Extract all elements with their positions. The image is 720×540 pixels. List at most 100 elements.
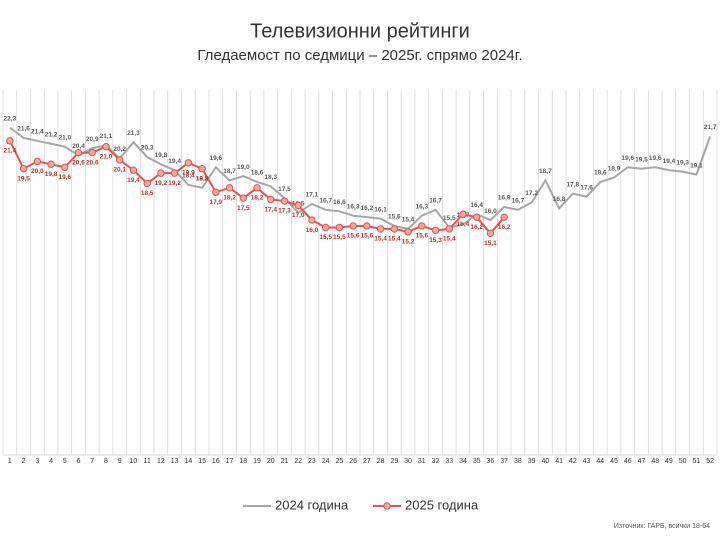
data-label: 19,8 xyxy=(155,152,168,159)
data-point xyxy=(418,222,426,230)
data-label: 15,1 xyxy=(484,240,497,247)
data-label: 17,5 xyxy=(278,186,291,193)
data-label: 17,3 xyxy=(278,208,291,215)
data-label: 17,8 xyxy=(566,181,579,188)
x-tick-label: 10 xyxy=(130,458,138,465)
data-label: 21,1 xyxy=(100,133,113,140)
data-label: 15,6 xyxy=(388,214,401,221)
x-tick-label: 35 xyxy=(473,458,481,465)
data-label: 21,4 xyxy=(4,148,17,155)
data-label: 21,2 xyxy=(45,131,58,138)
data-label: 15,6 xyxy=(361,233,374,240)
x-tick-label: 20 xyxy=(267,458,275,465)
data-label: 19,0 xyxy=(237,164,250,171)
x-tick-label: 23 xyxy=(308,458,316,465)
legend-label: 2025 година xyxy=(405,497,479,512)
data-label: 15,2 xyxy=(402,239,415,246)
data-label: 15,4 xyxy=(374,236,387,243)
data-point xyxy=(239,194,247,202)
data-label: 16,3 xyxy=(347,203,360,210)
data-label: 21,6 xyxy=(17,126,30,133)
data-label: 20,4 xyxy=(72,143,85,150)
data-label: 19,6 xyxy=(621,155,634,162)
x-tick-label: 52 xyxy=(706,458,714,465)
data-label: 17,4 xyxy=(264,206,277,213)
x-tick-label: 29 xyxy=(390,458,398,465)
data-label: 20,6 xyxy=(72,159,85,166)
data-label: 15,6 xyxy=(415,233,428,240)
data-label: 18,6 xyxy=(594,170,607,177)
data-label: 21,4 xyxy=(31,129,44,136)
x-tick-label: 7 xyxy=(90,458,94,465)
data-point xyxy=(225,184,234,192)
data-point xyxy=(6,137,14,145)
data-point xyxy=(349,222,357,230)
data-point xyxy=(88,148,96,157)
x-tick-label: 14 xyxy=(184,458,192,465)
data-point xyxy=(294,201,302,210)
data-point xyxy=(500,213,508,221)
data-label: 19,5 xyxy=(17,175,30,182)
data-label: 16,2 xyxy=(470,224,483,231)
data-label: 18,4 xyxy=(182,173,195,180)
data-point xyxy=(445,225,453,233)
x-tick-label: 47 xyxy=(638,458,646,465)
data-point xyxy=(308,216,316,224)
data-label: 21,3 xyxy=(127,130,140,137)
data-label: 15,4 xyxy=(402,217,415,224)
data-label: 18,2 xyxy=(223,195,236,202)
data-label: 15,4 xyxy=(443,236,456,243)
data-label: 15,5 xyxy=(319,234,332,241)
data-point xyxy=(33,157,42,166)
data-label: 16,7 xyxy=(512,198,525,205)
data-point xyxy=(212,188,220,196)
data-point xyxy=(19,165,28,173)
data-label: 16,0 xyxy=(484,208,497,215)
data-label: 16,4 xyxy=(470,202,483,209)
data-point xyxy=(267,195,275,204)
x-tick-label: 48 xyxy=(651,458,659,465)
data-label: 19,4 xyxy=(663,158,676,165)
data-label: 19,1 xyxy=(690,162,703,169)
x-tick-label: 3 xyxy=(35,458,39,465)
data-label: 16,3 xyxy=(415,203,428,210)
data-label: 20,0 xyxy=(31,168,44,175)
x-tick-label: 19 xyxy=(253,458,261,465)
data-label: 16,4 xyxy=(457,221,470,228)
data-label: 17,9 xyxy=(209,199,222,206)
data-label: 16,6 xyxy=(333,199,346,206)
data-label: 19,5 xyxy=(196,175,209,182)
data-label: 17,0 xyxy=(292,212,305,219)
x-tick-label: 32 xyxy=(432,458,440,465)
x-tick-label: 21 xyxy=(281,458,289,465)
x-tick-label: 12 xyxy=(157,458,165,465)
x-tick-label: 44 xyxy=(596,458,604,465)
data-label: 16,2 xyxy=(361,205,374,212)
x-tick-label: 39 xyxy=(528,458,536,465)
data-label: 15,6 xyxy=(347,233,360,240)
x-tick-label: 5 xyxy=(63,458,67,465)
data-label: 20,1 xyxy=(113,167,126,174)
data-label: 16,7 xyxy=(319,198,332,205)
data-label: 19,9 xyxy=(182,170,195,177)
data-point xyxy=(184,159,193,167)
x-tick-label: 42 xyxy=(569,458,577,465)
data-label: 15,5 xyxy=(443,215,456,222)
data-point xyxy=(74,148,83,157)
x-tick-label: 9 xyxy=(118,458,122,465)
data-label: 19,6 xyxy=(209,155,222,162)
x-tick-label: 30 xyxy=(404,458,412,465)
x-tick-label: 41 xyxy=(555,458,563,465)
data-point xyxy=(459,210,467,218)
x-tick-label: 49 xyxy=(665,458,673,465)
data-point xyxy=(61,163,69,171)
data-label: 21,7 xyxy=(704,124,717,131)
x-tick-label: 28 xyxy=(377,458,385,465)
legend-marker xyxy=(383,502,391,510)
data-point xyxy=(102,143,110,151)
x-tick-label: 26 xyxy=(349,458,357,465)
data-label: 18,2 xyxy=(196,176,209,183)
data-point xyxy=(129,166,138,174)
data-point xyxy=(431,226,440,235)
x-tick-label: 45 xyxy=(610,458,618,465)
